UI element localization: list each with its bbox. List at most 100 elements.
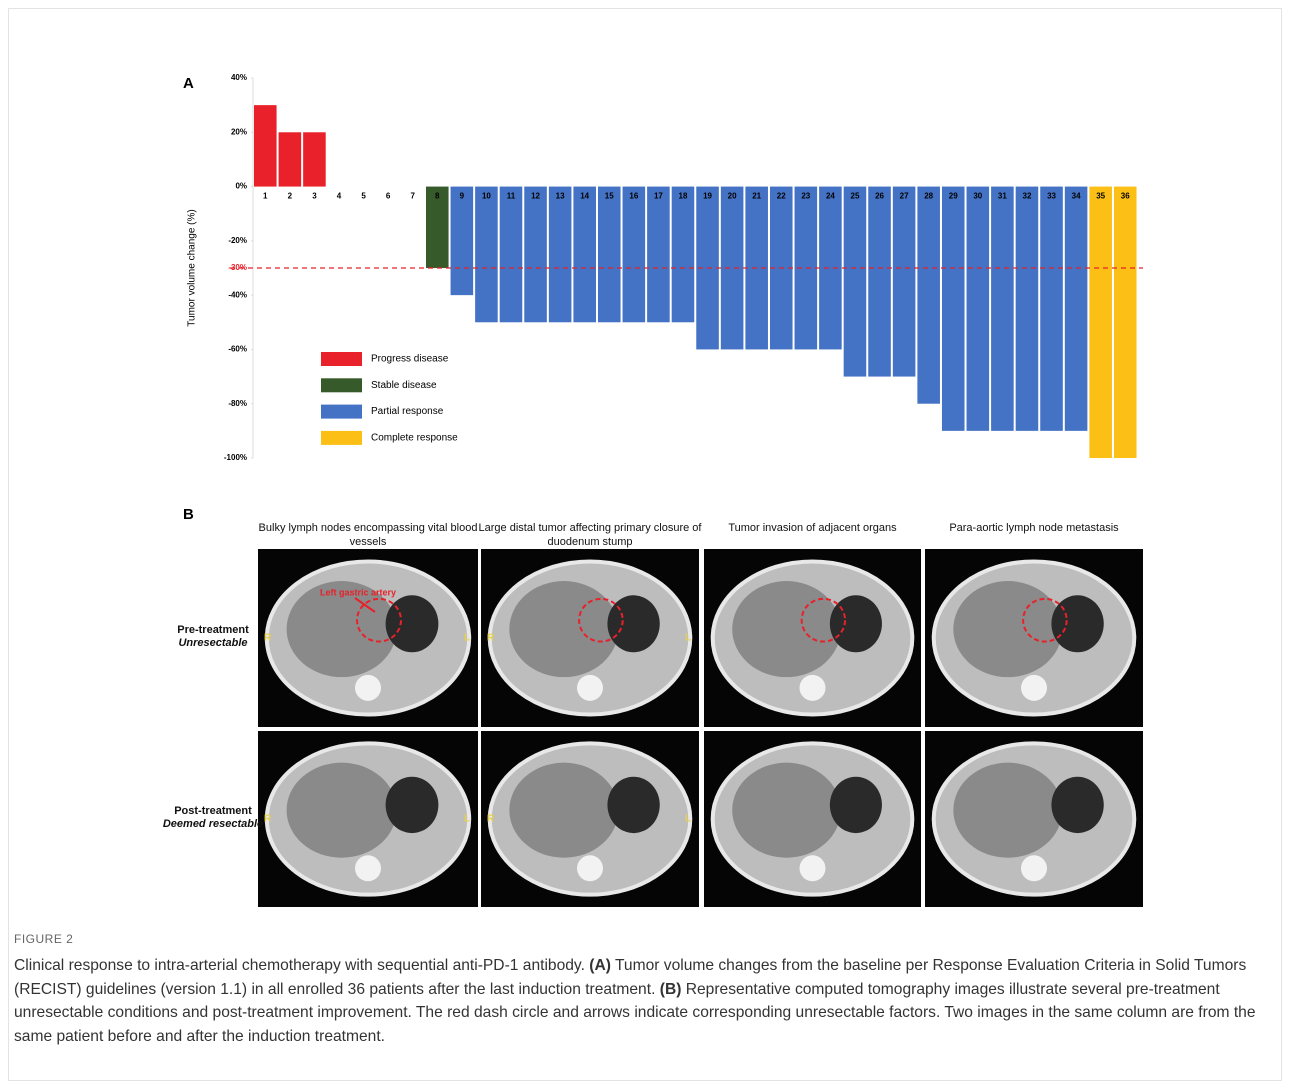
ct-spine xyxy=(800,855,826,881)
threshold-label: -30% xyxy=(228,263,247,272)
bar xyxy=(303,132,326,186)
ct-spine xyxy=(800,675,826,701)
bar xyxy=(1065,187,1088,431)
ct-organ xyxy=(953,763,1062,858)
bar xyxy=(893,187,916,377)
ct-stomach xyxy=(1051,777,1103,833)
ct-organ xyxy=(509,581,618,677)
y-axis-label: Tumor volume change (%) xyxy=(187,209,198,326)
x-tick-label: 6 xyxy=(386,192,391,201)
x-tick-label: 28 xyxy=(924,192,933,201)
row-subtitle: Unresectable xyxy=(158,637,268,650)
x-tick-label: 23 xyxy=(801,192,810,201)
bar xyxy=(844,187,867,377)
x-tick-label: 36 xyxy=(1121,192,1130,201)
x-tick-label: 2 xyxy=(288,192,293,201)
legend-label: Stable disease xyxy=(371,380,437,391)
panel-label: A xyxy=(183,75,194,92)
x-tick-label: 12 xyxy=(531,192,540,201)
ct-spine xyxy=(577,855,603,881)
bar xyxy=(672,187,695,323)
caption: Clinical response to intra-arterial chem… xyxy=(14,954,1276,1048)
x-tick-label: 19 xyxy=(703,192,712,201)
bar xyxy=(623,187,646,323)
x-tick-label: 11 xyxy=(507,192,516,201)
x-tick-label: 21 xyxy=(752,192,761,201)
bar xyxy=(279,132,302,186)
x-tick-label: 31 xyxy=(998,192,1007,201)
x-tick-label: 14 xyxy=(580,192,589,201)
x-tick-label: 30 xyxy=(973,192,982,201)
column-header: Tumor invasion of adjacent organs xyxy=(698,521,928,535)
bar xyxy=(967,187,990,431)
x-tick-label: 27 xyxy=(900,192,909,201)
bar xyxy=(1089,187,1112,458)
ct-organ xyxy=(953,581,1062,677)
y-tick-label: 20% xyxy=(231,127,247,136)
column-header: Large distal tumor affecting primary clo… xyxy=(475,521,705,549)
x-tick-label: 18 xyxy=(679,192,688,201)
row-title: Pre-treatment xyxy=(158,624,268,637)
bar xyxy=(868,187,891,377)
ct-organ xyxy=(509,763,618,858)
bar xyxy=(524,187,547,323)
x-tick-label: 8 xyxy=(435,192,440,201)
caption-intro: Clinical response to intra-arterial chem… xyxy=(14,957,585,974)
side-marker: L xyxy=(464,633,470,644)
row-subtitle: Deemed resectable xyxy=(158,818,268,831)
y-tick-label: -100% xyxy=(224,453,247,462)
x-tick-label: 17 xyxy=(654,192,663,201)
x-tick-label: 22 xyxy=(777,192,786,201)
legend-swatch xyxy=(321,431,362,445)
ct-organ xyxy=(732,581,841,677)
x-tick-label: 25 xyxy=(851,192,860,201)
side-marker: L xyxy=(685,814,691,825)
legend-swatch xyxy=(321,378,362,392)
ct-organ xyxy=(287,763,397,858)
side-marker: R xyxy=(487,814,495,825)
row-title: Post-treatment xyxy=(158,805,268,818)
ct-stomach xyxy=(386,777,439,833)
bar xyxy=(647,187,670,323)
x-tick-label: 20 xyxy=(728,192,737,201)
ct-spine xyxy=(1021,675,1047,701)
bar xyxy=(917,187,940,404)
bar xyxy=(721,187,744,350)
caption-label: (B) xyxy=(660,981,682,998)
x-tick-label: 16 xyxy=(629,192,638,201)
x-tick-label: 24 xyxy=(826,192,835,201)
y-tick-label: 0% xyxy=(235,182,247,191)
legend-swatch xyxy=(321,352,362,366)
bar xyxy=(254,105,277,186)
ct-stomach xyxy=(386,595,439,652)
x-tick-label: 7 xyxy=(410,192,415,201)
x-tick-label: 5 xyxy=(361,192,366,201)
y-tick-label: -60% xyxy=(228,345,247,354)
bar xyxy=(1040,187,1063,431)
bar xyxy=(598,187,621,323)
x-tick-label: 9 xyxy=(460,192,465,201)
bar xyxy=(1016,187,1039,431)
column-header: Bulky lymph nodes encompassing vital blo… xyxy=(253,521,483,549)
x-tick-label: 32 xyxy=(1023,192,1032,201)
x-tick-label: 4 xyxy=(337,192,342,201)
ct-spine xyxy=(577,675,603,701)
panel-label: B xyxy=(183,506,194,523)
x-tick-label: 26 xyxy=(875,192,884,201)
ct-stomach xyxy=(830,777,882,833)
legend-label: Partial response xyxy=(371,406,444,417)
side-marker: R xyxy=(487,633,495,644)
ct-stomach xyxy=(607,777,659,833)
y-tick-label: -40% xyxy=(228,290,247,299)
bar xyxy=(991,187,1014,431)
x-tick-label: 1 xyxy=(263,192,268,201)
x-tick-label: 34 xyxy=(1072,192,1081,201)
bar xyxy=(573,187,596,323)
bar xyxy=(549,187,572,323)
bar xyxy=(1114,187,1137,458)
y-tick-label: -20% xyxy=(228,236,247,245)
bar xyxy=(475,187,498,323)
annotation: Left gastric artery xyxy=(320,587,396,597)
caption-label: (A) xyxy=(589,957,611,974)
bar xyxy=(942,187,965,431)
